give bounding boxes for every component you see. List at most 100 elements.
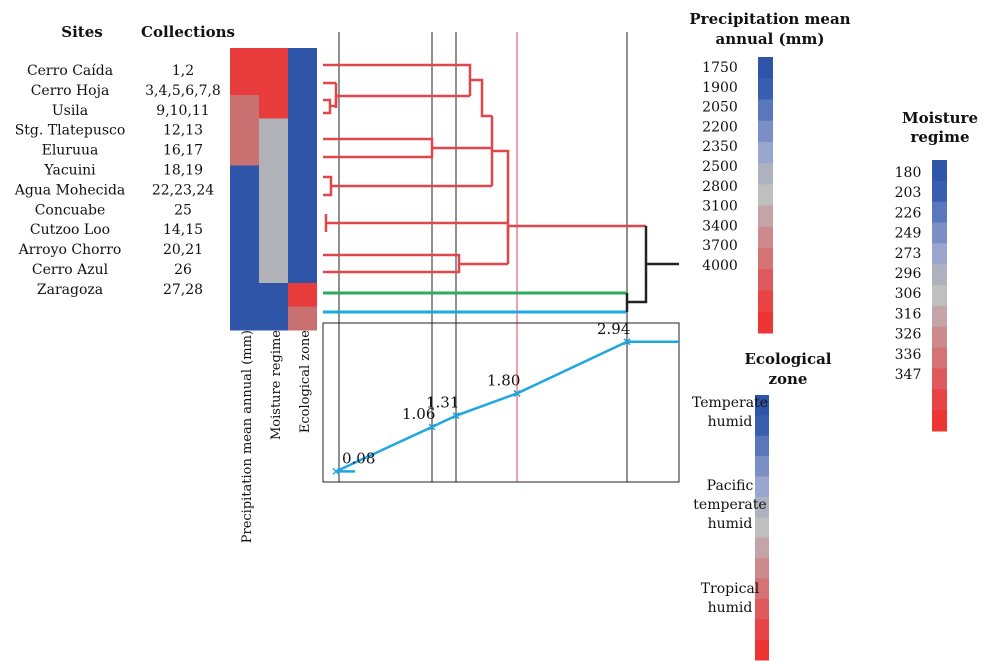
plot-point-label: 1.06	[402, 405, 435, 423]
site-collections: 1,2	[172, 63, 194, 79]
heatmap-cell	[288, 95, 317, 119]
plot-point-marker	[428, 423, 436, 431]
heatmap-cell	[259, 71, 288, 96]
heatmap-cell	[288, 212, 317, 237]
heatmap-cell	[230, 48, 259, 72]
colorbar-segment	[755, 456, 769, 478]
branch-black-root	[627, 226, 679, 304]
moisture-colorbar	[932, 160, 947, 432]
colorbar-segment	[932, 285, 947, 307]
colorbar-segment	[755, 517, 769, 539]
moisture-label: 249	[895, 226, 922, 242]
sites-header: Sites	[61, 23, 102, 41]
plot-point-label: 1.80	[487, 371, 520, 389]
heatmap-cell	[230, 118, 259, 143]
branch-node-470	[470, 78, 492, 118]
heatmap-cell	[288, 306, 317, 331]
plot-point-marker	[452, 412, 460, 420]
ecological-labels: Temperate humid Pacific temperate humid Tropi…	[692, 395, 768, 616]
heatmap-cell	[259, 212, 288, 237]
colorbar-segment	[758, 99, 773, 122]
moisture-label: 226	[895, 205, 922, 221]
heatmap-cell	[230, 236, 259, 260]
moisture-label: 273	[895, 246, 922, 262]
plot-points: 0.08 1.061.31 1.80 2.94	[332, 320, 631, 475]
site-name: Agua Mohecida	[14, 182, 126, 198]
site-collections: 14,15	[163, 222, 203, 238]
colorbar-segment	[932, 222, 947, 244]
heatmap-cell	[288, 165, 317, 190]
heatmap-cell	[230, 165, 259, 190]
site-name: Zaragoza	[37, 282, 103, 298]
heatmap-cell	[259, 236, 288, 260]
ecological-colorbar	[755, 395, 769, 661]
heatmap-cell	[230, 95, 259, 119]
moisture-label: 347	[895, 367, 922, 383]
colorbar-segment	[755, 578, 769, 600]
dendro-red-branches	[323, 63, 646, 274]
heatmap-cell	[259, 306, 288, 331]
plot-point-label: 1.31	[426, 394, 459, 412]
ecological-label: temperate	[693, 497, 766, 513]
site-name: Concuabe	[35, 202, 106, 218]
ecological-label: humid	[708, 600, 753, 616]
branch-leaf6	[323, 175, 333, 197]
moisture-label: 336	[895, 347, 922, 363]
colorbar-segment	[932, 326, 947, 349]
site-collections: 25	[174, 202, 192, 218]
colorbar-segment	[758, 311, 773, 334]
precipitation-label: 1750	[702, 60, 738, 76]
plot-frame	[322, 322, 680, 483]
heatmap-column-labels: Precipitation mean annual (mm) Moisture …	[240, 330, 313, 544]
heatmap-cell	[288, 118, 317, 143]
site-collections: 22,23,24	[152, 182, 214, 198]
heatmap-cell	[259, 283, 288, 307]
ecological-legend-title-2: zone	[769, 370, 808, 388]
heatmap-label-precipitation: Precipitation mean annual (mm)	[240, 330, 255, 543]
moisture-label: 180	[895, 165, 922, 181]
colorbar-segment	[932, 201, 947, 224]
colorbar-segment	[755, 598, 769, 620]
colorbar-segment	[755, 435, 769, 457]
precipitation-label: 3100	[702, 199, 738, 215]
plot-point-marker	[513, 389, 521, 397]
heatmap-cell	[288, 189, 317, 213]
colorbar-segment	[755, 415, 769, 437]
heatmap-cell	[288, 236, 317, 260]
colorbar-segment	[932, 305, 947, 328]
moisture-label: 326	[895, 327, 922, 343]
colorbar-segment	[755, 476, 769, 498]
site-name: Arroyo Chorro	[18, 242, 122, 258]
precipitation-label: 1900	[702, 80, 738, 96]
moisture-legend-title-2: regime	[910, 128, 969, 146]
collections-header: Collections	[141, 23, 235, 41]
colorbar-segment	[932, 389, 947, 411]
moisture-label: 316	[895, 306, 922, 322]
moisture-label: 306	[895, 286, 922, 302]
heatmap-cell	[230, 283, 259, 307]
site-collections: 26	[174, 262, 192, 278]
heatmap-cell	[230, 189, 259, 213]
moisture-legend-title-1: Moisture	[902, 109, 978, 127]
site-name: Yacuini	[43, 163, 96, 179]
moisture-label: 203	[895, 185, 922, 201]
heatmap-cell	[230, 306, 259, 331]
colorbar-segment	[758, 78, 773, 100]
colorbar-segment	[755, 639, 769, 661]
heatmap-cell	[288, 283, 317, 307]
branch-leaf1	[323, 63, 472, 96]
colorbar-segment	[755, 558, 769, 579]
ecological-label: humid	[708, 414, 753, 430]
precipitation-colorbar	[758, 57, 773, 334]
precipitation-labels: 1750 1900 2050 2200 2350 2500 2800 3100 3400 3700…	[702, 60, 738, 274]
site-collections: 16,17	[163, 143, 203, 159]
colorbar-segment	[758, 226, 773, 249]
precipitation-label: 2050	[702, 100, 738, 116]
site-name: Cerro Caída	[27, 63, 113, 79]
ecological-label: Tropical	[701, 581, 760, 597]
heatmap-cell	[259, 165, 288, 190]
precipitation-label: 2500	[702, 159, 738, 175]
precipitation-legend-title-2: annual (mm)	[715, 30, 824, 48]
precipitation-label: 2350	[702, 139, 738, 155]
ecological-legend: Ecological zone Temperate humid Pacific tem…	[692, 350, 832, 661]
